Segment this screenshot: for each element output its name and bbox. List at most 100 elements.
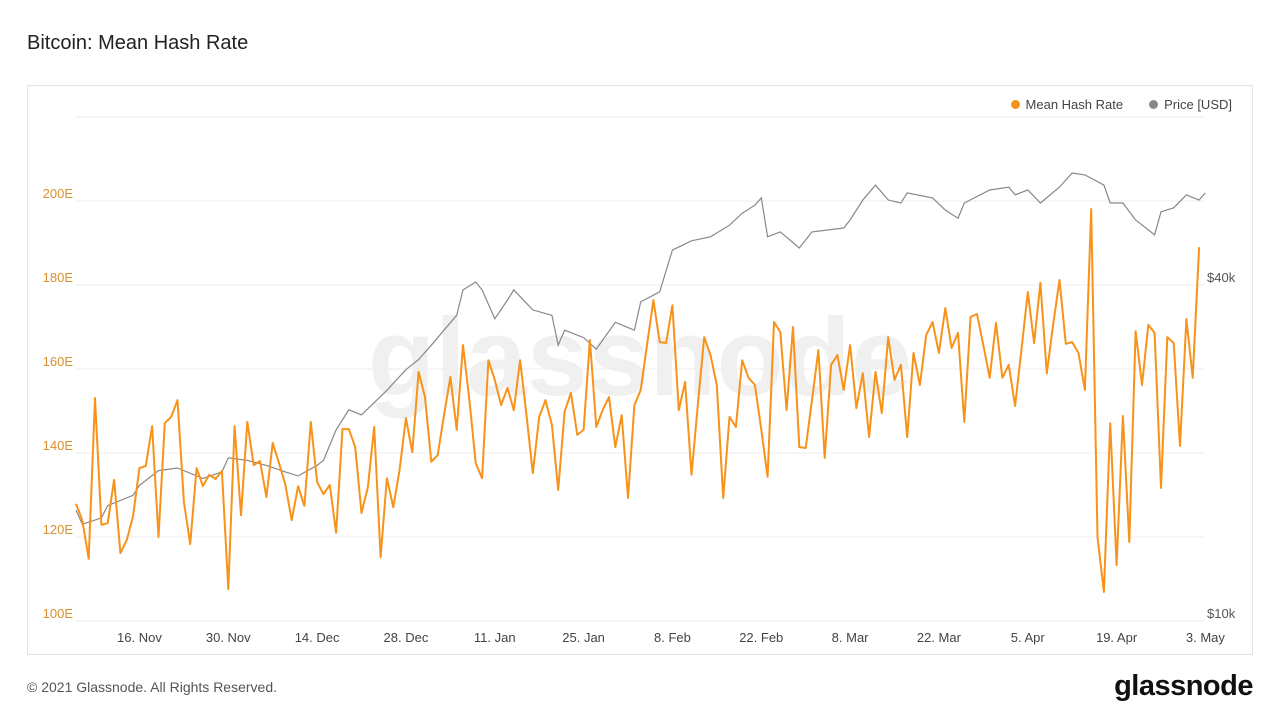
hash-rate-point (658, 341, 661, 344)
hash-rate-point (588, 339, 591, 342)
price-point (1014, 193, 1017, 196)
left-axis: 100E 120E 140E 160E 180E 200E (43, 186, 74, 621)
left-tick-label: 100E (43, 606, 74, 621)
hash-rate-point (817, 349, 820, 352)
price-point (335, 428, 338, 431)
x-tick-label: 25. Jan (562, 630, 605, 645)
left-tick-label: 200E (43, 186, 74, 201)
hash-rate-point (125, 538, 128, 541)
hash-rate-point (956, 331, 959, 334)
price-point (1109, 202, 1112, 205)
hash-rate-point (195, 467, 198, 470)
hash-rate-point (760, 428, 763, 431)
hash-rate-point (855, 407, 858, 410)
price-point (1185, 193, 1188, 196)
hash-rate-point (87, 557, 90, 560)
hash-rate-point (703, 336, 706, 339)
price-point (956, 217, 959, 220)
price-point (417, 358, 420, 361)
legend-item-hash-rate[interactable]: Mean Hash Rate (1010, 97, 1124, 112)
hash-rate-point (132, 515, 135, 518)
hash-rate-point (690, 473, 693, 476)
x-tick-label: 28. Dec (384, 630, 429, 645)
legend: Mean Hash Rate Price [USD] (1010, 97, 1232, 112)
hash-rate-point (75, 502, 78, 505)
x-tick-label: 11. Jan (474, 630, 516, 645)
hash-rate-point (239, 514, 242, 517)
legend-label: Price [USD] (1164, 97, 1232, 112)
price-point (1102, 184, 1105, 187)
hash-rate-point (366, 486, 369, 489)
hash-rate-point (1001, 376, 1004, 379)
price-point (633, 329, 636, 332)
legend-item-price[interactable]: Price [USD] (1149, 97, 1232, 112)
hash-rate-point (1077, 352, 1080, 355)
price-point (671, 249, 674, 252)
hash-rate-point (582, 428, 585, 431)
hash-rate-point (398, 468, 401, 471)
x-tick-label: 8. Feb (654, 630, 691, 645)
left-tick-label: 160E (43, 354, 74, 369)
hash-rate-point (220, 470, 223, 473)
x-tick-label: 22. Mar (917, 630, 962, 645)
hash-rate-point (975, 312, 978, 315)
hash-rate-point (969, 315, 972, 318)
price-point (550, 314, 553, 317)
price-point (176, 466, 179, 469)
hash-rate-point (373, 425, 376, 428)
hash-rate-point (404, 417, 407, 420)
hash-rate-point (176, 399, 179, 402)
hash-rate-point (906, 436, 909, 439)
hash-rate-point (842, 389, 845, 392)
hash-rate-dot-icon (1010, 100, 1020, 109)
hash-rate-line (75, 208, 1201, 593)
hash-rate-point (684, 381, 687, 384)
hash-rate-point (297, 485, 300, 488)
series-layer (75, 172, 1206, 593)
hash-rate-point (449, 375, 452, 378)
hash-rate-point (652, 299, 655, 302)
hash-rate-point (671, 304, 674, 307)
price-point (849, 219, 852, 222)
hash-rate-point (493, 378, 496, 381)
hash-rate-point (138, 467, 141, 470)
gridlines (75, 116, 1205, 622)
left-tick-label: 120E (43, 522, 74, 537)
hash-rate-point (766, 475, 769, 478)
hash-rate-point (430, 460, 433, 463)
price-point (690, 239, 693, 242)
hash-rate-point (379, 556, 382, 559)
hash-rate-point (918, 383, 921, 386)
hash-rate-point (201, 485, 204, 488)
hash-rate-point (1185, 318, 1188, 321)
hash-rate-point (899, 363, 902, 366)
glassnode-logo[interactable]: glassnode (1114, 670, 1253, 702)
legend-label: Mean Hash Rate (1025, 97, 1124, 112)
hash-rate-point (468, 399, 471, 402)
price-point (842, 227, 845, 230)
hash-rate-point (1109, 422, 1112, 425)
price-point (988, 188, 991, 191)
hash-rate-point (106, 522, 109, 525)
hash-rate-point (982, 344, 985, 347)
hash-rate-point (1020, 349, 1023, 352)
hash-rate-point (931, 320, 934, 323)
right-axis: $10k $40k (1207, 270, 1236, 621)
price-point (1039, 202, 1042, 205)
hash-rate-point (347, 428, 350, 431)
hash-rate-point (94, 396, 97, 399)
x-tick-label: 5. Apr (1011, 630, 1046, 645)
hash-rate-point (335, 531, 338, 534)
price-point (474, 280, 477, 283)
price-point (557, 344, 560, 347)
hash-rate-point (557, 488, 560, 491)
price-point (760, 196, 763, 199)
price-point (347, 408, 350, 411)
hash-rate-point (791, 326, 794, 329)
hash-rate-point (525, 414, 528, 417)
price-point (931, 196, 934, 199)
price-point (493, 317, 496, 320)
price-point (132, 494, 135, 497)
hash-rate-point (728, 415, 731, 418)
hash-rate-point (785, 409, 788, 412)
